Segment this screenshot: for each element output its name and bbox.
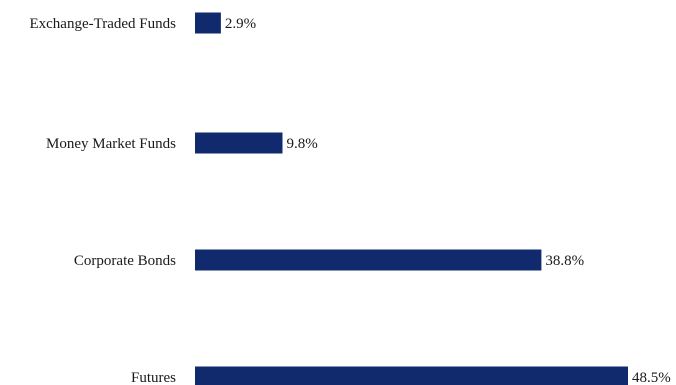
data-label-corporate-bonds: 38.8% <box>545 253 584 269</box>
category-label-corporate-bonds: Corporate Bonds <box>74 253 176 269</box>
bar-corporate-bonds <box>195 249 542 271</box>
data-label-money-market-funds: 9.8% <box>286 136 317 152</box>
data-label-exchange-traded-funds: 2.9% <box>225 16 256 32</box>
category-label-futures: Futures <box>131 370 176 385</box>
category-label-exchange-traded-funds: Exchange-Traded Funds <box>29 16 176 32</box>
bar-futures <box>195 366 628 385</box>
bar-money-market-funds <box>195 132 283 154</box>
bars-group: Exchange-Traded Funds 2.9% Money Market Fu… <box>29 12 671 385</box>
category-label-money-market-funds: Money Market Funds <box>46 136 176 152</box>
bar-exchange-traded-funds <box>195 12 221 34</box>
data-label-futures: 48.5% <box>632 370 671 385</box>
